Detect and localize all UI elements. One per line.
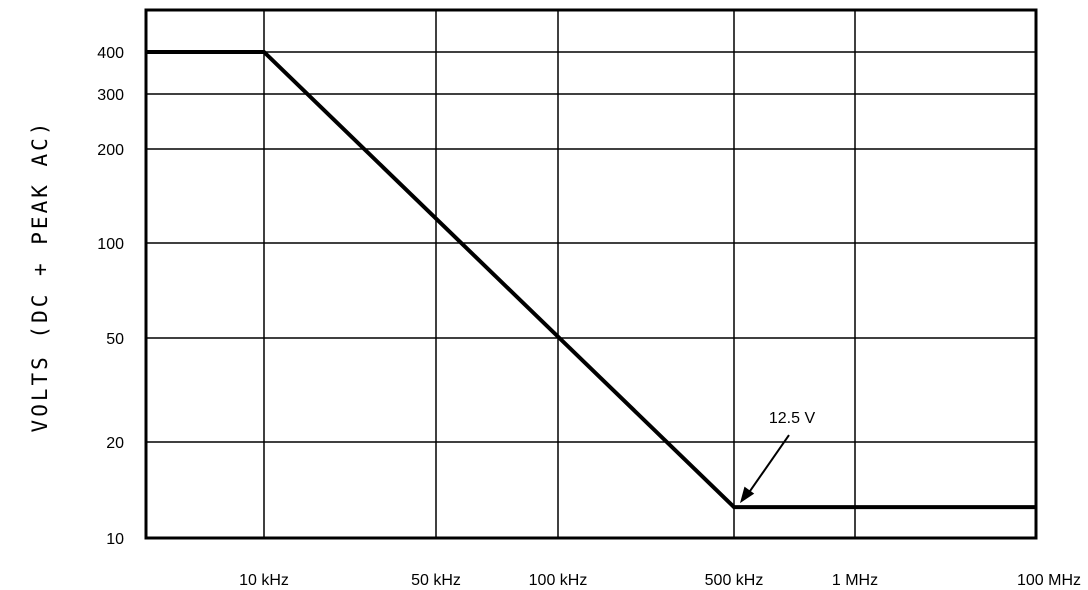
- y-tick-label: 50: [106, 331, 124, 348]
- annotation-group: 12.5 V: [740, 410, 816, 504]
- annotation-arrow: [749, 434, 790, 492]
- annotation-label: 12.5 V: [769, 410, 816, 427]
- x-tick-label: 500 kHz: [705, 572, 764, 589]
- y-tick-labels: 10 20 50 100 200 300 400: [97, 45, 124, 548]
- y-tick-label: 20: [106, 435, 124, 452]
- y-axis-label: VOLTS (DC + PEAK AC): [28, 120, 52, 433]
- annotation-arrowhead: [740, 486, 755, 504]
- y-tick-label: 200: [97, 142, 124, 159]
- y-tick-label: 100: [97, 236, 124, 253]
- x-tick-label: 100 kHz: [529, 572, 588, 589]
- grid-lines: [146, 10, 1036, 538]
- y-tick-label: 10: [106, 531, 124, 548]
- y-tick-label: 300: [97, 87, 124, 104]
- x-tick-label: 10 kHz: [239, 572, 289, 589]
- plot-frame: [144, 8, 1038, 540]
- x-tick-label: 100 MHz: [1017, 572, 1081, 589]
- x-tick-label: 1 MHz: [832, 572, 878, 589]
- x-tick-label: 50 kHz: [411, 572, 461, 589]
- x-tick-labels: 10 kHz 50 kHz 100 kHz 500 kHz 1 MHz 100 MHz: [239, 572, 1081, 589]
- series-line: [146, 50, 1036, 510]
- y-tick-label: 400: [97, 45, 124, 62]
